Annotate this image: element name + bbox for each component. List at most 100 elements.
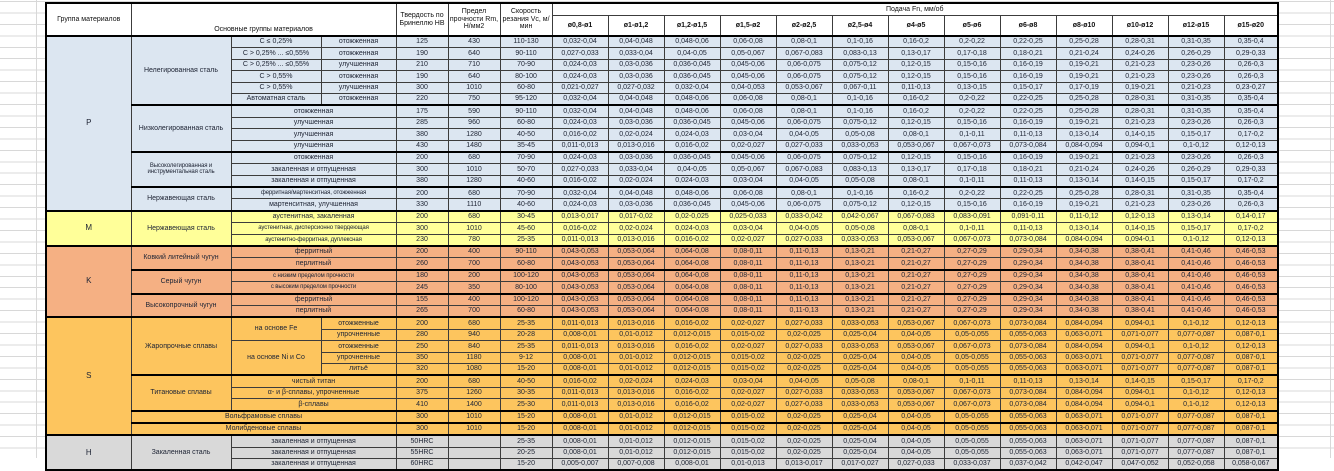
cell-feed[interactable]: 0,05-0,08 xyxy=(831,374,889,388)
cell-feed[interactable]: 0,063-0,071 xyxy=(1055,409,1113,424)
cell-speed[interactable]: 15-20 xyxy=(499,409,553,424)
cell-feed[interactable]: 0,025-0,04 xyxy=(831,421,889,436)
cell-strength[interactable]: 700 xyxy=(447,304,501,318)
cell-feed[interactable]: 0,011-0,013 xyxy=(551,139,609,153)
cell-strength[interactable]: 430 xyxy=(447,35,501,49)
cell-feed[interactable]: 0,064-0,08 xyxy=(663,257,721,271)
cell-hardness[interactable]: 50HRC xyxy=(395,434,449,448)
cell-feed[interactable]: 0,28-0,31 xyxy=(1111,92,1169,106)
cell-strength[interactable]: 680 xyxy=(447,316,501,330)
cell-feed[interactable]: 0,15-0,17 xyxy=(1167,174,1225,188)
cell-feed[interactable]: 0,087-0,1 xyxy=(1223,351,1279,364)
cell-hardness[interactable]: 380 xyxy=(395,128,449,141)
cell-feed[interactable]: 0,11-0,13 xyxy=(999,174,1057,188)
cell-feed[interactable]: 0,34-0,38 xyxy=(1055,257,1113,271)
cell-hardness[interactable]: 180 xyxy=(395,268,449,283)
cell-feed[interactable]: 0,053-0,064 xyxy=(607,304,665,318)
cell-speed[interactable]: 90-110 xyxy=(499,104,553,118)
cell-feed[interactable]: 0,01-0,012 xyxy=(607,421,665,436)
cell-feed[interactable]: 0,25-0,28 xyxy=(1055,92,1113,106)
cell-feed[interactable]: 0,083-0,13 xyxy=(831,47,889,60)
cell-feed[interactable]: 0,087-0,1 xyxy=(1223,446,1279,460)
cell-feed[interactable]: 0,013-0,016 xyxy=(607,398,665,411)
cell-feed[interactable]: 0,043-0,053 xyxy=(551,292,609,306)
cell-feed[interactable]: 0,23-0,26 xyxy=(1167,70,1225,83)
cell-feed[interactable]: 0,04-0,05 xyxy=(887,351,945,364)
cell-condition[interactable]: ферритный xyxy=(230,292,397,306)
cell-feed[interactable]: 0,25-0,28 xyxy=(1055,104,1113,118)
cell-feed[interactable]: 0,46-0,53 xyxy=(1223,268,1279,283)
cell-speed[interactable]: 40-50 xyxy=(499,128,553,141)
cell-feed[interactable]: 0,084-0,094 xyxy=(1055,386,1113,400)
cell-strength[interactable]: 400 xyxy=(447,245,501,259)
cell-speed[interactable]: 45-60 xyxy=(499,222,553,235)
cell-condition[interactable]: мартенситная, улучшенная xyxy=(230,198,397,212)
cell-feed[interactable]: 0,16-0,19 xyxy=(999,70,1057,83)
cell-feed[interactable]: 0,16-0,2 xyxy=(887,186,945,200)
cell-hardness[interactable]: 300 xyxy=(395,163,449,176)
cell-feed[interactable]: 0,024-0,03 xyxy=(663,128,721,141)
cell-feed[interactable]: 0,17-0,19 xyxy=(1055,81,1113,94)
cell-feed[interactable]: 0,04-0,05 xyxy=(663,47,721,60)
cell-feed[interactable]: 0,04-0,048 xyxy=(607,104,665,118)
cell-feed[interactable]: 0,033-0,053 xyxy=(831,398,889,411)
cell-feed[interactable]: 0,35-0,4 xyxy=(1223,35,1279,49)
cell-feed[interactable]: 0,15-0,16 xyxy=(943,116,1001,130)
cell-material[interactable]: Вольфрамовые сплавы xyxy=(130,409,397,424)
cell-feed[interactable]: 0,084-0,094 xyxy=(1055,233,1113,247)
cell-feed[interactable]: 0,38-0,41 xyxy=(1111,245,1169,259)
header-tensile-strength[interactable]: Предел прочности Rm, Н/мм2 xyxy=(447,2,501,37)
cell-feed[interactable]: 0,073-0,084 xyxy=(999,316,1057,330)
cell-strength[interactable]: 640 xyxy=(447,47,501,60)
cell-feed[interactable]: 0,29-0,34 xyxy=(999,281,1057,295)
cell-feed[interactable]: 0,087-0,1 xyxy=(1223,434,1279,448)
cell-feed[interactable]: 0,091-0,11 xyxy=(999,209,1057,224)
cell-feed[interactable]: 0,11-0,13 xyxy=(999,222,1057,235)
cell-feed[interactable]: 0,024-0,03 xyxy=(663,374,721,388)
cell-feed[interactable]: 0,048-0,06 xyxy=(663,104,721,118)
cell-condition[interactable]: аустенитно-ферритная, дуплексная xyxy=(230,233,397,247)
cell-feed[interactable]: 0,033-0,04 xyxy=(607,47,665,60)
cell-strength[interactable]: 640 xyxy=(447,70,501,83)
cell-feed[interactable]: 0,22-0,25 xyxy=(999,104,1057,118)
cell-strength[interactable]: 1080 xyxy=(447,362,501,376)
cell-feed[interactable]: 0,08-0,11 xyxy=(719,304,777,318)
cell-feed[interactable]: 0,032-0,04 xyxy=(551,104,609,118)
cell-feed[interactable]: 0,055-0,063 xyxy=(999,362,1057,376)
header-feed-col[interactable]: ø2,5-ø4 xyxy=(831,15,889,37)
cell-speed[interactable]: 70-90 xyxy=(499,186,553,200)
cell-feed[interactable]: 0,25-0,28 xyxy=(1055,186,1113,200)
cell-feed[interactable]: 0,15-0,17 xyxy=(1167,128,1225,141)
cell-feed[interactable]: 0,08-0,1 xyxy=(775,92,833,106)
cell-feed[interactable]: 0,012-0,015 xyxy=(663,409,721,424)
cell-feed[interactable]: 0,073-0,084 xyxy=(999,386,1057,400)
cell-group-letter[interactable]: P xyxy=(45,35,132,212)
cell-hardness[interactable]: 200 xyxy=(395,316,449,330)
cell-condition[interactable]: перлитный xyxy=(230,304,397,318)
cell-speed[interactable]: 70-90 xyxy=(499,58,553,72)
header-feed-col[interactable]: ø15-ø20 xyxy=(1223,15,1279,37)
cell-feed[interactable]: 0,28-0,31 xyxy=(1111,104,1169,118)
cell-feed[interactable]: 0,05-0,067 xyxy=(719,47,777,60)
cell-feed[interactable]: 0,005-0,007 xyxy=(551,458,609,471)
cell-feed[interactable]: 0,064-0,08 xyxy=(663,268,721,283)
cell-feed[interactable]: 0,05-0,055 xyxy=(943,409,1001,424)
cell-feed[interactable]: 0,35-0,4 xyxy=(1223,92,1279,106)
cell-speed[interactable]: 80-100 xyxy=(499,70,553,83)
cell-feed[interactable]: 0,21-0,23 xyxy=(1111,70,1169,83)
cell-feed[interactable]: 0,34-0,38 xyxy=(1055,245,1113,259)
cell-condition[interactable]: аустенитная, дисперсионно твердеющая xyxy=(230,222,397,235)
cell-feed[interactable]: 0,025-0,04 xyxy=(831,362,889,376)
cell-feed[interactable]: 0,11-0,13 xyxy=(887,81,945,94)
cell-feed[interactable]: 0,043-0,053 xyxy=(551,304,609,318)
cell-feed[interactable]: 0,41-0,46 xyxy=(1167,257,1225,271)
cell-feed[interactable]: 0,067-0,073 xyxy=(943,316,1001,330)
cell-hardness[interactable]: 250 xyxy=(395,340,449,353)
cell-feed[interactable]: 0,31-0,35 xyxy=(1167,104,1225,118)
cell-feed[interactable]: 0,064-0,08 xyxy=(663,281,721,295)
cell-feed[interactable]: 0,087-0,1 xyxy=(1223,421,1279,436)
cell-feed[interactable]: 0,18-0,21 xyxy=(999,163,1057,176)
cell-speed[interactable]: 50-70 xyxy=(499,163,553,176)
cell-feed[interactable]: 0,043-0,053 xyxy=(551,268,609,283)
cell-speed[interactable]: 25-35 xyxy=(499,316,553,330)
